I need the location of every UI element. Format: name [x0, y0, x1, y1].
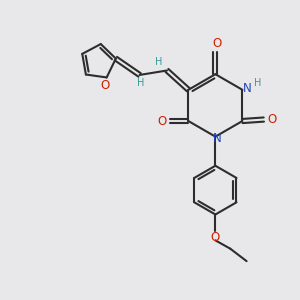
Text: N: N [212, 132, 221, 145]
Text: N: N [242, 82, 251, 95]
Text: H: H [137, 78, 145, 88]
Text: O: O [211, 231, 220, 244]
Text: O: O [100, 79, 110, 92]
Text: O: O [157, 115, 166, 128]
Text: H: H [254, 78, 262, 88]
Text: O: O [268, 113, 277, 126]
Text: H: H [155, 57, 162, 67]
Text: O: O [212, 37, 221, 50]
